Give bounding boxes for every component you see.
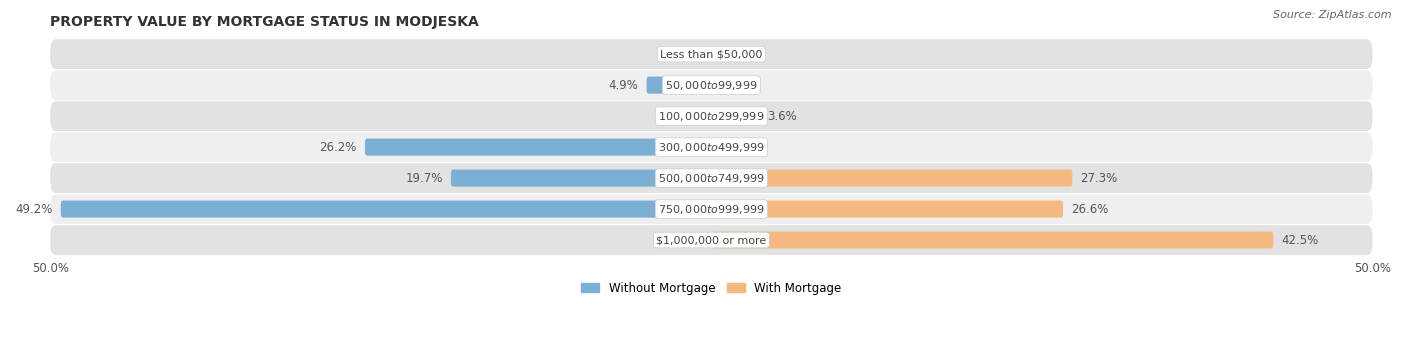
FancyBboxPatch shape [366, 138, 711, 155]
Text: Source: ZipAtlas.com: Source: ZipAtlas.com [1274, 10, 1392, 20]
Text: 26.6%: 26.6% [1071, 203, 1108, 216]
Text: 19.7%: 19.7% [405, 172, 443, 184]
FancyBboxPatch shape [51, 194, 1372, 224]
Text: 0.0%: 0.0% [720, 140, 749, 153]
Text: 0.0%: 0.0% [720, 79, 749, 92]
Text: $300,000 to $499,999: $300,000 to $499,999 [658, 140, 765, 153]
Text: 26.2%: 26.2% [319, 140, 357, 153]
FancyBboxPatch shape [451, 169, 711, 187]
Text: Less than $50,000: Less than $50,000 [661, 49, 762, 59]
Text: 27.3%: 27.3% [1080, 172, 1118, 184]
Text: $50,000 to $99,999: $50,000 to $99,999 [665, 79, 758, 92]
Text: 49.2%: 49.2% [15, 203, 53, 216]
Text: $100,000 to $299,999: $100,000 to $299,999 [658, 109, 765, 123]
FancyBboxPatch shape [51, 163, 1372, 193]
Text: 3.6%: 3.6% [766, 109, 797, 123]
FancyBboxPatch shape [51, 132, 1372, 162]
FancyBboxPatch shape [711, 201, 1063, 218]
Text: 0.0%: 0.0% [673, 109, 703, 123]
FancyBboxPatch shape [647, 77, 711, 94]
FancyBboxPatch shape [51, 70, 1372, 100]
Text: $1,000,000 or more: $1,000,000 or more [657, 235, 766, 245]
Text: $750,000 to $999,999: $750,000 to $999,999 [658, 203, 765, 216]
FancyBboxPatch shape [711, 108, 759, 125]
Text: 0.0%: 0.0% [673, 48, 703, 61]
FancyBboxPatch shape [60, 201, 711, 218]
FancyBboxPatch shape [711, 232, 1274, 249]
Text: 4.9%: 4.9% [609, 79, 638, 92]
FancyBboxPatch shape [51, 39, 1372, 69]
Text: PROPERTY VALUE BY MORTGAGE STATUS IN MODJESKA: PROPERTY VALUE BY MORTGAGE STATUS IN MOD… [51, 15, 479, 29]
Text: 42.5%: 42.5% [1281, 234, 1319, 247]
Text: 0.0%: 0.0% [720, 48, 749, 61]
Text: $500,000 to $749,999: $500,000 to $749,999 [658, 172, 765, 184]
FancyBboxPatch shape [51, 101, 1372, 131]
FancyBboxPatch shape [711, 169, 1073, 187]
Legend: Without Mortgage, With Mortgage: Without Mortgage, With Mortgage [576, 277, 846, 300]
FancyBboxPatch shape [51, 225, 1372, 255]
Text: 0.0%: 0.0% [673, 234, 703, 247]
